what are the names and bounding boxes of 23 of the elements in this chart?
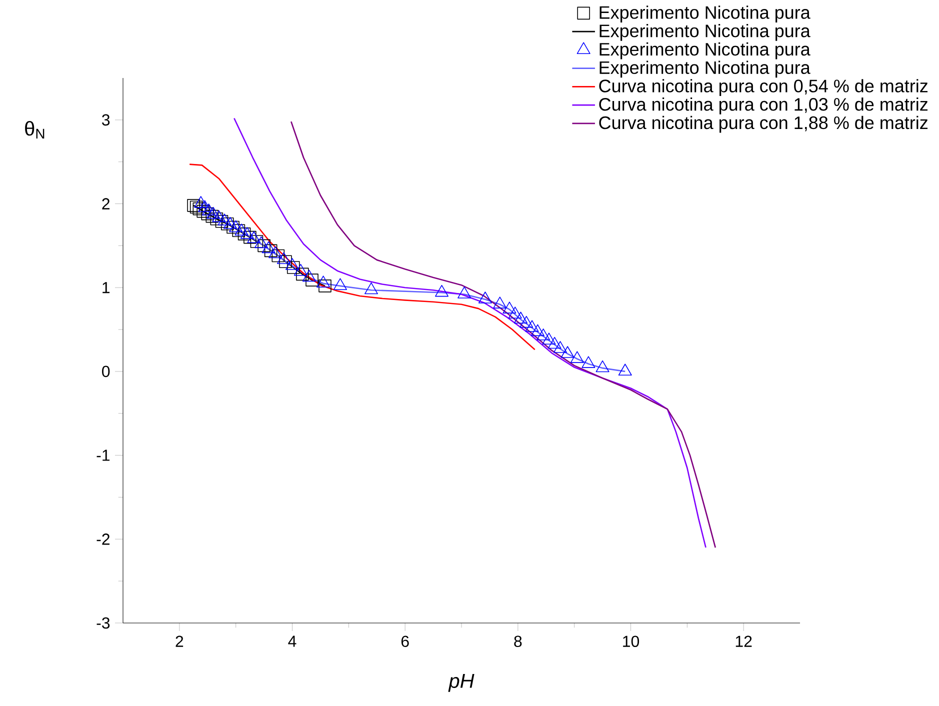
legend-label: Experimento Nicotina pura [600, 24, 810, 41]
legend-label: Curva nicotina pura con 1,03 % de matriz [599, 98, 928, 114]
y-tick-label: 1 [102, 282, 110, 294]
y-tick-label: 3 [102, 114, 110, 126]
x-tick-label: 6 [401, 636, 409, 648]
x-axis-title: pH [448, 674, 474, 692]
y-tick-label: -1 [96, 450, 110, 461]
legend-label: Curva nicotina pura con 1,88 % de matriz [599, 116, 928, 133]
legend-label: Experimento Nicotina pura [600, 6, 810, 22]
y-axis-title: θ$_{N}$ [25, 121, 44, 139]
x-tick-label: 12 [736, 636, 752, 647]
y-tick-label: -2 [96, 534, 110, 545]
legend-label: Experimento Nicotina pura [600, 60, 810, 78]
x-tick-label: 8 [514, 636, 522, 648]
y-tick-label: 2 [102, 198, 110, 210]
legend-label: Experimento Nicotina pura [600, 42, 810, 60]
x-tick-label: 4 [288, 636, 296, 647]
x-tick-label: 2 [176, 636, 184, 647]
y-tick-label: -3 [96, 617, 110, 629]
y-tick-label: 0 [102, 366, 110, 378]
legend-label: Curva nicotina pura con 0,54 % de matriz [599, 79, 928, 96]
line-series [188, 164, 536, 350]
x-tick-label: 10 [623, 636, 640, 648]
